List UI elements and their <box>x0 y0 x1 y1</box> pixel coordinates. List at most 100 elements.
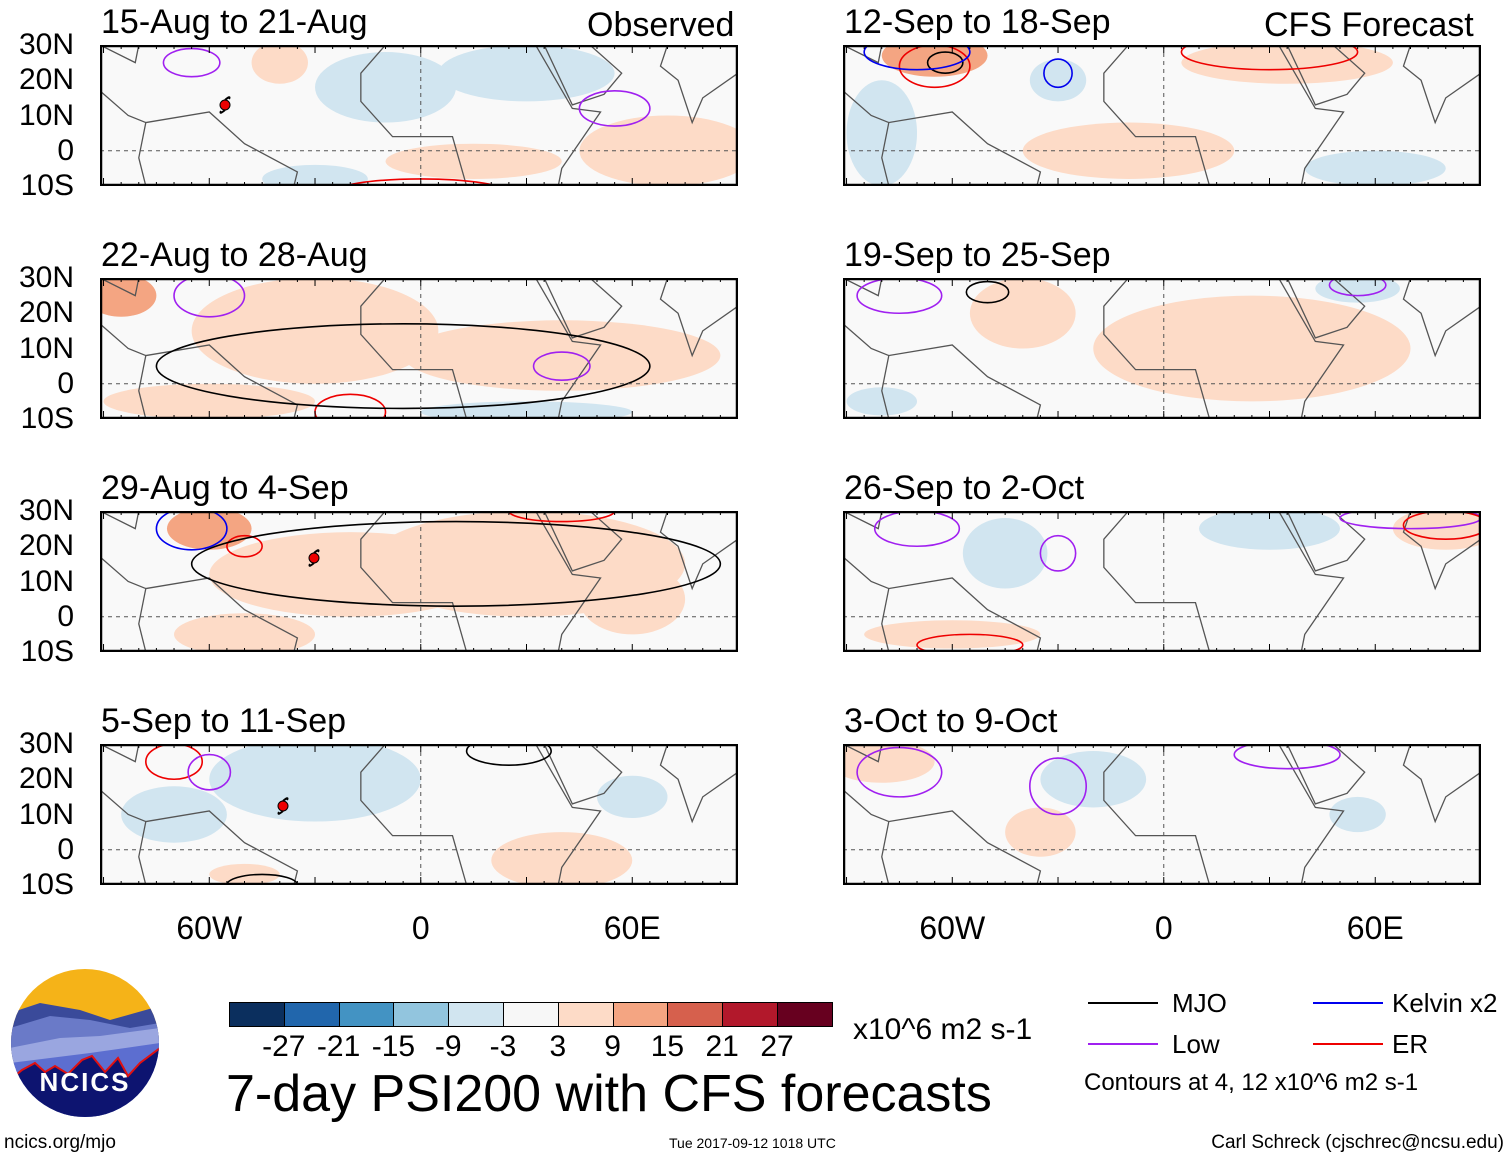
anomaly-shading <box>597 775 668 819</box>
colorbar-label: -3 <box>489 1030 517 1063</box>
central-america-outline <box>843 511 890 590</box>
tropical-cyclone-icon <box>217 95 233 120</box>
arabia-india-outline <box>1286 511 1481 591</box>
anomaly-shading <box>1040 751 1147 808</box>
colorbar-swatch <box>777 1003 832 1026</box>
lat-label: 10S <box>20 868 74 901</box>
south-america-outline <box>138 344 299 419</box>
central-america-outline <box>843 278 890 357</box>
panel-title: 29-Aug to 4-Sep <box>101 469 349 507</box>
panel-title: 26-Sep to 2-Oct <box>844 469 1085 507</box>
contour-line <box>1402 511 1481 540</box>
africa-outline <box>1103 744 1345 885</box>
timestamp: Tue 2017-09-12 1018 UTC <box>669 1135 836 1151</box>
lat-label: 10N <box>18 331 74 365</box>
contour-line <box>856 278 943 315</box>
lat-label: 0 <box>57 599 74 633</box>
lon-label: 60W <box>176 910 243 946</box>
contour-line <box>926 51 964 74</box>
anomaly-shading <box>1392 511 1481 550</box>
south-america-outline <box>138 577 299 652</box>
lat-label: 10N <box>18 98 74 132</box>
colorbar-label: 9 <box>604 1030 621 1063</box>
lat-label: 0 <box>57 366 74 400</box>
map-panel <box>843 278 1481 419</box>
map-panel <box>843 511 1481 652</box>
legend-low-label: Low <box>1172 1029 1220 1059</box>
arabia-india-outline <box>543 511 738 591</box>
panel-title: 22-Aug to 28-Aug <box>101 236 368 274</box>
contour-line <box>578 90 651 127</box>
anomaly-shading <box>1093 295 1411 402</box>
colorbar-label: -27 <box>262 1030 306 1063</box>
tropical-cyclone-icon <box>306 548 322 573</box>
anomaly-shading <box>969 278 1076 349</box>
anomaly-shading <box>420 401 633 419</box>
contour-line <box>226 873 299 885</box>
legend-mjo-label: MJO <box>1172 988 1227 1018</box>
panel-title: 5-Sep to 11-Sep <box>101 702 347 740</box>
map-panel <box>100 744 738 885</box>
lat-label: 10S <box>20 169 74 202</box>
anomaly-shading <box>174 613 315 652</box>
colorbar-swatch <box>723 1003 778 1026</box>
africa-outline <box>360 511 602 652</box>
contour-line <box>226 534 263 558</box>
south-america-outline <box>138 111 299 186</box>
lon-label: 0 <box>411 910 430 946</box>
colorbar-swatch <box>613 1003 669 1026</box>
lat-label: 30N <box>18 28 74 61</box>
anomaly-shading <box>491 832 633 885</box>
panel-title: 19-Sep to 25-Sep <box>844 236 1111 274</box>
map-panel <box>100 278 738 419</box>
contour-line <box>863 45 971 71</box>
colorbar-label: 27 <box>760 1030 794 1063</box>
colorbar-label: -15 <box>371 1030 416 1063</box>
contour-line <box>898 45 971 89</box>
colorbar-swatch <box>230 1003 285 1026</box>
contour-line <box>532 351 591 382</box>
lat-label: 20N <box>18 296 74 330</box>
anomaly-shading <box>1181 45 1393 84</box>
colorbar-swatch <box>339 1003 395 1026</box>
lat-label: 0 <box>57 133 74 167</box>
contour-line <box>155 511 228 551</box>
africa-outline <box>360 278 602 419</box>
colorbar-swatch <box>284 1003 340 1026</box>
lon-label: 60E <box>603 910 661 946</box>
south-america-outline <box>881 810 1042 885</box>
colorbar-swatch <box>558 1003 614 1026</box>
contour-line <box>873 511 961 548</box>
anomaly-shading <box>403 320 721 391</box>
africa-outline <box>360 45 602 186</box>
map-panel <box>100 511 738 652</box>
anomaly-shading <box>1304 150 1446 186</box>
colorbar-label: 3 <box>549 1030 567 1063</box>
lat-label: 20N <box>18 529 74 563</box>
central-america-outline <box>843 45 890 124</box>
anomaly-shading <box>962 518 1048 589</box>
contour-line <box>187 753 232 791</box>
south-america-outline <box>881 344 1042 419</box>
legend-kelvin-line <box>1313 1002 1383 1004</box>
lat-label: 10S <box>20 635 74 668</box>
contour-line <box>190 520 722 607</box>
forecast-header: CFS Forecast <box>1264 6 1474 44</box>
panel-frame <box>843 744 1481 885</box>
central-america-outline <box>100 744 147 823</box>
anomaly-shading <box>191 278 439 384</box>
anomaly-shading <box>100 278 157 317</box>
colorbar-units: x10^6 m2 s-1 <box>853 1013 1033 1046</box>
lat-label: 30N <box>18 494 74 527</box>
legend-er-label: ER <box>1392 1029 1429 1059</box>
panel-frame <box>100 278 738 419</box>
contour-line <box>1039 534 1077 572</box>
anomaly-shading <box>262 164 368 186</box>
panel-frame <box>843 511 1481 652</box>
contour-line <box>155 323 651 410</box>
observed-header: Observed <box>587 6 735 44</box>
anomaly-shading <box>843 744 935 783</box>
panel-frame <box>843 45 1481 186</box>
anomaly-shading <box>209 863 280 885</box>
lat-label: 10S <box>20 402 74 435</box>
